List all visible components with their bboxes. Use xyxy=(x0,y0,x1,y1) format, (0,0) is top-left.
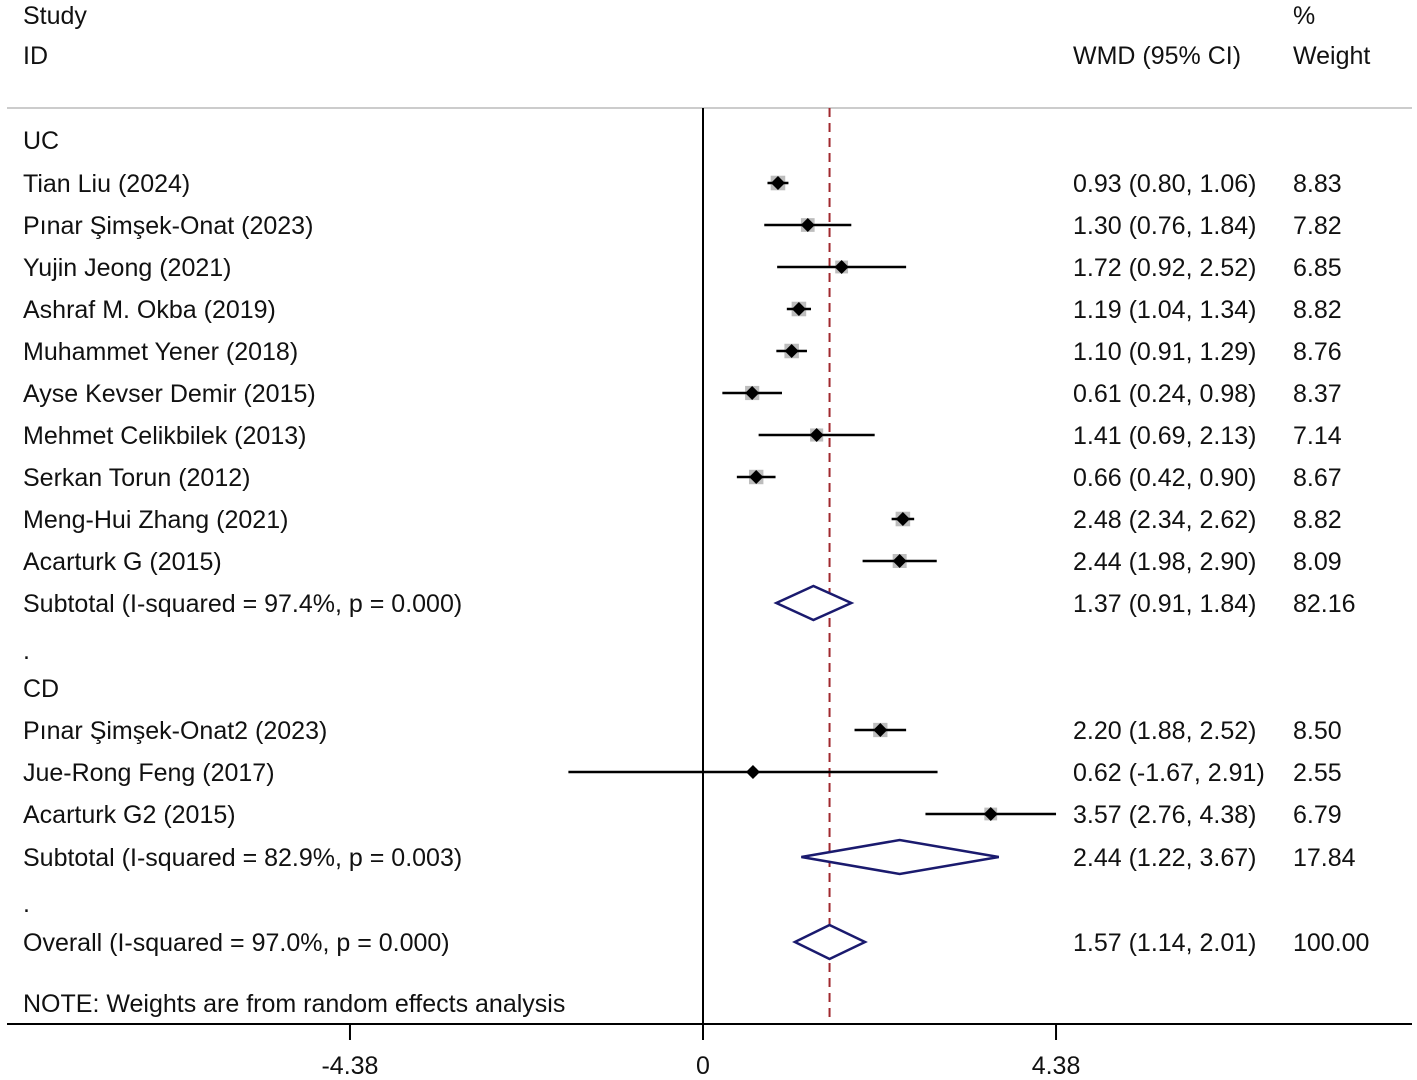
group-heading: UC xyxy=(23,127,59,155)
overall-diamond xyxy=(792,923,868,961)
point-estimate xyxy=(892,554,907,568)
point-estimate xyxy=(784,344,799,358)
study-label: Ashraf M. Okba (2019) xyxy=(23,296,276,324)
header-weight: Weight xyxy=(1293,42,1370,70)
study-weight-text: 6.79 xyxy=(1293,801,1342,829)
study-ci-text: 1.72 (0.92, 2.52) xyxy=(1073,254,1256,282)
x-tick-label: 4.38 xyxy=(1032,1052,1081,1080)
study-label: Jue-Rong Feng (2017) xyxy=(23,759,275,787)
study-ci-text: 0.61 (0.24, 0.98) xyxy=(1073,380,1256,408)
study-weight-text: 7.82 xyxy=(1293,212,1342,240)
subtotal-ci-text: 2.44 (1.22, 3.67) xyxy=(1073,844,1256,872)
study-ci-text: 2.48 (2.34, 2.62) xyxy=(1073,506,1256,534)
x-tick-label: -4.38 xyxy=(321,1052,378,1080)
point-estimate xyxy=(834,260,849,274)
study-label: Serkan Torun (2012) xyxy=(23,464,250,492)
point-estimate xyxy=(983,807,998,821)
subtotal-weight-text: 17.84 xyxy=(1293,844,1356,872)
subtotal-label: Subtotal (I-squared = 97.4%, p = 0.000) xyxy=(23,590,462,618)
study-ci-text: 1.30 (0.76, 1.84) xyxy=(1073,212,1256,240)
study-weight-text: 8.09 xyxy=(1293,548,1342,576)
point-estimate xyxy=(745,765,760,779)
study-ci-text: 0.93 (0.80, 1.06) xyxy=(1073,170,1256,198)
study-label: Ayse Kevser Demir (2015) xyxy=(23,380,316,408)
header-id: ID xyxy=(23,42,48,70)
header-effect: WMD (95% CI) xyxy=(1073,42,1241,70)
study-weight-text: 2.55 xyxy=(1293,759,1342,787)
study-label: Mehmet Celikbilek (2013) xyxy=(23,422,306,450)
study-weight-text: 8.50 xyxy=(1293,717,1342,745)
study-weight-text: 8.67 xyxy=(1293,464,1342,492)
study-weight-text: 8.37 xyxy=(1293,380,1342,408)
study-label: Yujin Jeong (2021) xyxy=(23,254,231,282)
group-separator: . xyxy=(23,890,30,918)
study-weight-text: 8.82 xyxy=(1293,296,1342,324)
point-estimate xyxy=(809,428,824,442)
subtotal-ci-text: 1.37 (0.91, 1.84) xyxy=(1073,590,1256,618)
subtotal-diamond xyxy=(773,584,855,622)
study-ci-text: 0.66 (0.42, 0.90) xyxy=(1073,464,1256,492)
overall-weight-text: 100.00 xyxy=(1293,929,1369,957)
point-estimate xyxy=(873,723,888,737)
study-weight-text: 8.82 xyxy=(1293,506,1342,534)
header-percent: % xyxy=(1293,2,1315,30)
study-label: Pınar Şimşek-Onat (2023) xyxy=(23,212,313,240)
study-weight-text: 7.14 xyxy=(1293,422,1342,450)
point-estimate xyxy=(749,470,764,484)
study-label: Pınar Şimşek-Onat2 (2023) xyxy=(23,717,327,745)
point-estimate xyxy=(745,386,760,400)
study-ci-text: 0.62 (-1.67, 2.91) xyxy=(1073,759,1265,787)
study-ci-text: 1.19 (1.04, 1.34) xyxy=(1073,296,1256,324)
overall-ci-text: 1.57 (1.14, 2.01) xyxy=(1073,929,1256,957)
subtotal-diamond xyxy=(801,838,1000,876)
point-estimate xyxy=(791,302,806,316)
study-weight-text: 8.83 xyxy=(1293,170,1342,198)
study-label: Acarturk G (2015) xyxy=(23,548,222,576)
study-weight-text: 6.85 xyxy=(1293,254,1342,282)
forest-rows: UC Tian Liu (2024) 0.93 (0.80, 1.06) 8.83 Pı… xyxy=(23,127,1369,961)
study-label: Muhammet Yener (2018) xyxy=(23,338,298,366)
subtotal-label: Subtotal (I-squared = 82.9%, p = 0.003) xyxy=(23,844,462,872)
study-ci-text: 2.20 (1.88, 2.52) xyxy=(1073,717,1256,745)
study-label: Tian Liu (2024) xyxy=(23,170,190,198)
overall-label: Overall (I-squared = 97.0%, p = 0.000) xyxy=(23,929,450,957)
x-tick-label: 0 xyxy=(696,1052,710,1080)
subtotal-weight-text: 82.16 xyxy=(1293,590,1356,618)
study-weight-text: 8.76 xyxy=(1293,338,1342,366)
study-ci-text: 2.44 (1.98, 2.90) xyxy=(1073,548,1256,576)
study-label: Acarturk G2 (2015) xyxy=(23,801,236,829)
point-estimate xyxy=(895,512,910,526)
study-label: Meng-Hui Zhang (2021) xyxy=(23,506,288,534)
group-separator: . xyxy=(23,637,30,665)
weights-note: NOTE: Weights are from random effects an… xyxy=(23,990,565,1018)
point-estimate xyxy=(770,176,785,190)
study-ci-text: 1.41 (0.69, 2.13) xyxy=(1073,422,1256,450)
x-axis-ticks: -4.38 0 4.38 xyxy=(321,1024,1080,1080)
group-heading: CD xyxy=(23,675,59,703)
study-ci-text: 1.10 (0.91, 1.29) xyxy=(1073,338,1256,366)
study-ci-text: 3.57 (2.76, 4.38) xyxy=(1073,801,1256,829)
point-estimate xyxy=(800,218,815,232)
header-study: Study xyxy=(23,2,87,30)
